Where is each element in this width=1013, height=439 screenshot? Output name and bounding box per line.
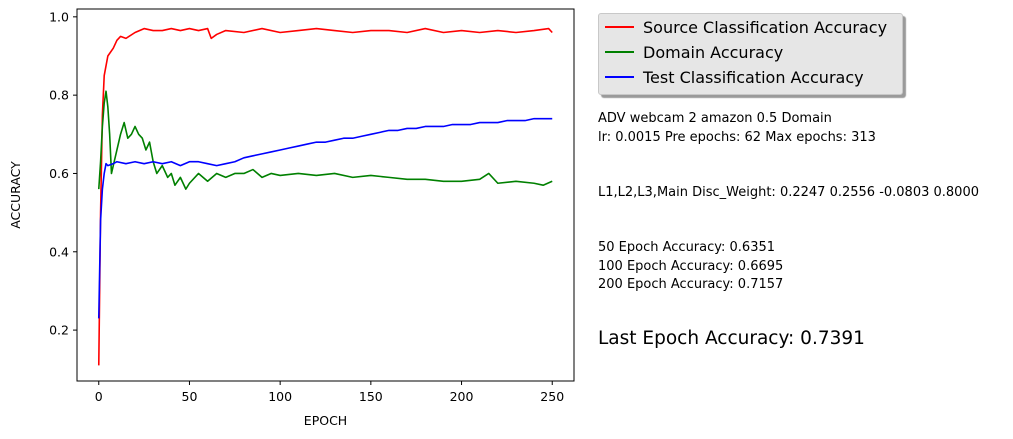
legend-entry-test: Test Classification Accuracy [605,65,864,89]
y-tick-label: 0.4 [49,244,69,259]
chart-legend: Source Classification Accuracy Domain Ac… [598,13,903,95]
legend-swatch-source [605,26,634,28]
y-tick-label: 1.0 [49,9,69,24]
line-chart: 0 50 100 150 200 250 0.2 0.4 0.6 0.8 1.0 EPOCH ACC… [8,8,575,428]
x-tick-label: 200 [450,389,474,404]
info-last-epoch-accuracy: Last Epoch Accuracy: 0.7391 [598,328,865,349]
legend-label-domain: Domain Accuracy [643,42,784,62]
x-tick-label: 100 [268,389,292,404]
y-tick-label: 0.2 [49,323,69,338]
legend-label-source: Source Classification Accuracy [643,17,888,37]
info-disc-weights: L1,L2,L3,Main Disc_Weight: 0.2247 0.2556… [598,185,979,200]
plot-area [97,27,553,366]
x-tick-label: 250 [540,389,564,404]
info-acc-50: 50 Epoch Accuracy: 0.6351 [598,240,776,255]
x-axis-title: EPOCH [304,413,347,428]
series-line-0 [97,27,553,366]
info-acc-100: 100 Epoch Accuracy: 0.6695 [598,259,784,274]
legend-entry-domain: Domain Accuracy [605,40,783,64]
info-hyperparameters: lr: 0.0015 Pre epochs: 62 Max epochs: 31… [598,130,876,145]
series-line-2 [97,117,553,319]
legend-label-test: Test Classification Accuracy [643,67,864,87]
x-tick-label: 0 [95,389,103,404]
axis-ticks: 0 50 100 150 200 250 0.2 0.4 0.6 0.8 1.0 [49,9,564,404]
info-run-description: ADV webcam 2 amazon 0.5 Domain [598,111,832,126]
axes-frame [76,8,575,382]
y-tick-label: 0.6 [49,166,69,181]
info-acc-200: 200 Epoch Accuracy: 0.7157 [598,277,784,292]
y-tick-label: 0.8 [49,88,69,103]
legend-entry-source: Source Classification Accuracy [605,15,887,39]
series-line-1 [97,90,553,190]
x-tick-label: 50 [182,389,198,404]
x-tick-label: 150 [359,389,383,404]
y-axis-title: ACCURACY [8,161,23,229]
legend-swatch-domain [605,51,634,53]
legend-swatch-test [605,76,634,78]
